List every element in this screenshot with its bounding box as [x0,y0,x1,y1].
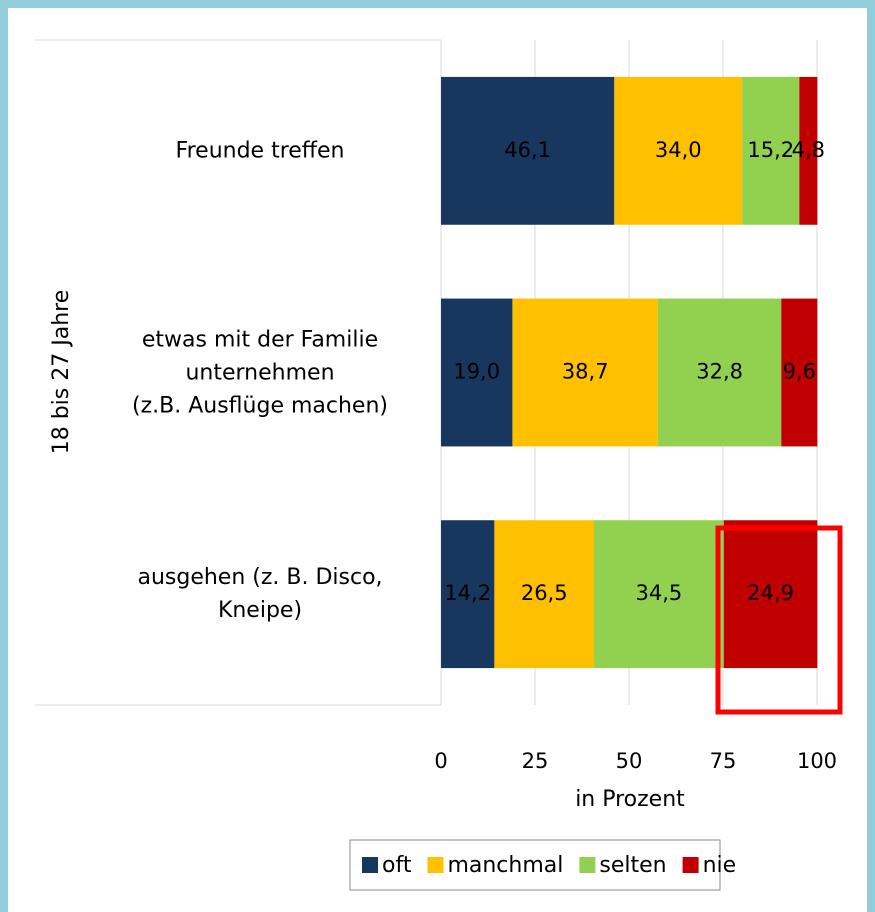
data-label: 26,5 [521,581,568,605]
data-label: 4,8 [792,138,825,162]
x-axis-title: in Prozent [575,787,685,812]
bar-segment [441,298,513,447]
data-label: 14,2 [444,581,491,605]
legend-label: nie [703,853,737,878]
bar-segment [799,76,818,225]
legend-label: selten [599,853,666,878]
data-label: 24,9 [747,581,794,605]
legend-swatch [579,857,596,873]
category-label: ausgehen (z. B. Disco, Kneipe) [137,565,383,624]
data-label: 32,8 [696,360,743,384]
x-tick-label: 0 [434,749,447,773]
bar-segment [512,298,658,447]
bar-segment [494,520,595,669]
group-label: 18 bis 27 Jahre [49,290,74,455]
data-label: 9,6 [783,360,816,384]
legend-box [349,839,721,891]
legend-swatch [427,857,444,873]
data-label: 34,5 [636,581,683,605]
highlight-box [715,525,843,715]
legend-swatch [362,857,378,873]
legend-swatch [682,857,699,873]
data-label: 15,2 [747,138,794,162]
legend-label: manchmal [447,853,563,878]
bar-segment [614,76,743,225]
bar-segment [723,520,818,669]
data-label: 19,0 [453,360,500,384]
bar-segment [781,298,818,447]
bar-segment [657,298,782,447]
data-label: 38,7 [562,360,609,384]
category-label: etwas mit der Familie unternehmen (z.B. … [132,327,388,418]
data-label: 46,1 [504,138,551,162]
legend-label: oft [382,853,412,878]
data-label: 34,0 [655,138,702,162]
x-tick-label: 25 [522,749,549,773]
x-tick-label: 100 [797,749,837,773]
category-label: Freunde treffen [175,138,345,164]
x-tick-label: 50 [616,749,643,773]
x-tick-label: 75 [710,749,737,773]
bar-segment [441,76,615,225]
bar-segment [742,76,800,225]
bar-segment [594,520,724,669]
bar-segment [441,520,495,669]
